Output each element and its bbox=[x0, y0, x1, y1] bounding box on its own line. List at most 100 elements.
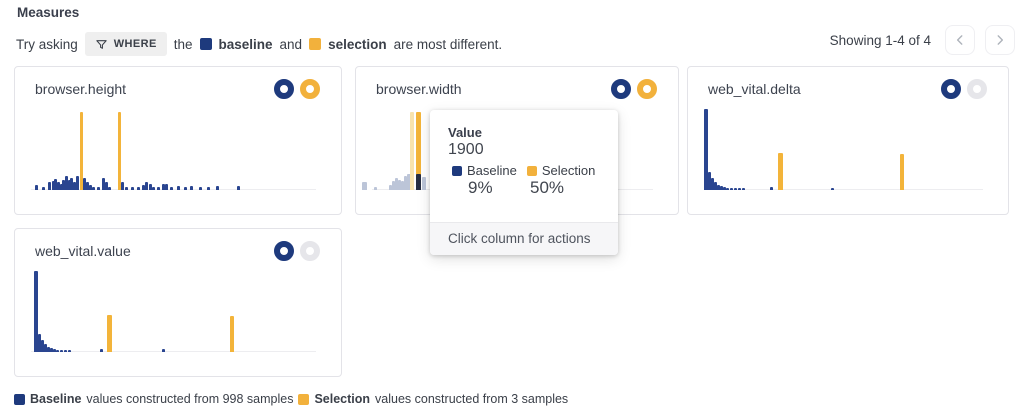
histogram-bar[interactable] bbox=[392, 181, 395, 190]
baseline-toggle[interactable] bbox=[274, 241, 294, 261]
histogram-bar[interactable] bbox=[107, 315, 112, 352]
histogram-bar[interactable] bbox=[102, 178, 105, 190]
histogram-bar[interactable] bbox=[207, 187, 210, 190]
where-filter-chip[interactable]: WHERE bbox=[84, 32, 167, 56]
histogram-bar[interactable] bbox=[42, 187, 45, 190]
histogram-bar[interactable] bbox=[770, 187, 773, 190]
histogram-bar[interactable] bbox=[68, 180, 71, 190]
histogram-bar[interactable] bbox=[65, 176, 68, 190]
histogram-bar[interactable] bbox=[108, 187, 111, 190]
histogram-bar[interactable] bbox=[38, 334, 41, 352]
histogram-bar[interactable] bbox=[80, 112, 83, 190]
histogram-bar[interactable] bbox=[362, 182, 367, 190]
histogram-bar[interactable] bbox=[708, 172, 711, 190]
histogram-chart[interactable] bbox=[15, 270, 340, 352]
histogram-bar[interactable] bbox=[86, 182, 89, 190]
histogram-bar[interactable] bbox=[41, 340, 44, 352]
histogram-bar[interactable] bbox=[422, 177, 426, 190]
histogram-bar[interactable] bbox=[125, 187, 128, 190]
histogram-bar[interactable] bbox=[89, 185, 92, 190]
histogram-bar[interactable] bbox=[52, 181, 55, 190]
histogram-bar[interactable] bbox=[216, 186, 219, 190]
measure-card-browser-height[interactable]: browser.height bbox=[14, 66, 342, 215]
histogram-bar[interactable] bbox=[157, 187, 160, 190]
histogram-bar[interactable] bbox=[118, 112, 121, 190]
histogram-bar[interactable] bbox=[170, 187, 173, 190]
histogram-bar[interactable] bbox=[60, 184, 63, 190]
histogram-bar[interactable] bbox=[47, 347, 50, 352]
measure-card-web-vital-value[interactable]: web_vital.value bbox=[14, 228, 342, 377]
histogram-bar[interactable] bbox=[831, 188, 834, 190]
histogram-bar[interactable] bbox=[137, 187, 140, 190]
histogram-bar[interactable] bbox=[105, 182, 108, 190]
histogram-bar[interactable] bbox=[68, 350, 71, 352]
histogram-bar[interactable] bbox=[199, 187, 202, 190]
histogram-bar[interactable] bbox=[152, 187, 155, 190]
baseline-toggle[interactable] bbox=[941, 79, 961, 99]
next-page-button[interactable] bbox=[985, 25, 1015, 55]
histogram-bar[interactable] bbox=[184, 187, 187, 190]
histogram-bar[interactable] bbox=[121, 182, 124, 190]
histogram-bar[interactable] bbox=[44, 344, 47, 352]
histogram-bar[interactable] bbox=[48, 182, 51, 190]
histogram-bar[interactable] bbox=[398, 180, 401, 190]
histogram-bar[interactable] bbox=[230, 316, 234, 352]
histogram-bar[interactable] bbox=[410, 112, 414, 190]
histogram-bar[interactable] bbox=[83, 178, 86, 190]
histogram-bar[interactable] bbox=[778, 153, 783, 190]
histogram-bar[interactable] bbox=[401, 181, 404, 190]
histogram-bar[interactable] bbox=[60, 350, 63, 352]
histogram-bar[interactable] bbox=[407, 174, 411, 190]
histogram-bar[interactable] bbox=[374, 187, 377, 190]
histogram-bar[interactable] bbox=[145, 182, 148, 190]
histogram-bar[interactable] bbox=[162, 349, 165, 352]
histogram-bar[interactable] bbox=[35, 185, 38, 190]
measure-card-web-vital-delta[interactable]: web_vital.delta bbox=[687, 66, 1009, 215]
histogram-bar[interactable] bbox=[237, 186, 240, 190]
histogram-bar[interactable] bbox=[57, 182, 60, 190]
histogram-bar[interactable] bbox=[190, 186, 193, 190]
histogram-bar[interactable] bbox=[64, 350, 67, 352]
selection-toggle[interactable] bbox=[300, 241, 320, 261]
selection-toggle[interactable] bbox=[300, 79, 320, 99]
selection-toggle[interactable] bbox=[637, 79, 657, 99]
histogram-bar[interactable] bbox=[711, 178, 714, 190]
histogram-bar[interactable] bbox=[404, 176, 407, 190]
histogram-bar[interactable] bbox=[742, 188, 745, 190]
histogram-bar[interactable] bbox=[165, 184, 168, 190]
histogram-bar[interactable] bbox=[714, 182, 717, 190]
selection-toggle[interactable] bbox=[967, 79, 987, 99]
histogram-chart[interactable] bbox=[15, 108, 340, 190]
histogram-bar[interactable] bbox=[900, 154, 904, 190]
histogram-bar[interactable] bbox=[177, 186, 180, 190]
histogram-bar[interactable] bbox=[730, 188, 733, 190]
histogram-bar[interactable] bbox=[92, 187, 95, 190]
histogram-bar[interactable] bbox=[704, 109, 708, 190]
histogram-bar[interactable] bbox=[97, 187, 100, 190]
histogram-bar[interactable] bbox=[56, 350, 59, 352]
histogram-bar[interactable] bbox=[73, 182, 76, 190]
histogram-bar[interactable] bbox=[717, 185, 720, 190]
histogram-bar[interactable] bbox=[142, 185, 145, 190]
histogram-bar[interactable] bbox=[395, 178, 398, 190]
histogram-bar[interactable] bbox=[54, 179, 57, 190]
histogram-bar[interactable] bbox=[53, 349, 56, 352]
histogram-bar[interactable] bbox=[131, 187, 134, 190]
histogram-bar[interactable] bbox=[734, 188, 737, 190]
histogram-bar[interactable] bbox=[726, 188, 729, 190]
histogram-bar[interactable] bbox=[416, 112, 421, 190]
prev-page-button[interactable] bbox=[945, 25, 975, 55]
histogram-bar[interactable] bbox=[389, 185, 392, 190]
histogram-bar[interactable] bbox=[720, 186, 723, 190]
histogram-chart[interactable] bbox=[688, 108, 1007, 190]
baseline-toggle[interactable] bbox=[274, 79, 294, 99]
histogram-bar[interactable] bbox=[62, 180, 65, 190]
histogram-bar[interactable] bbox=[738, 188, 741, 190]
histogram-bar[interactable] bbox=[416, 174, 421, 190]
histogram-bar[interactable] bbox=[100, 349, 103, 352]
baseline-toggle[interactable] bbox=[611, 79, 631, 99]
histogram-bar[interactable] bbox=[162, 184, 165, 190]
histogram-bar[interactable] bbox=[70, 178, 73, 190]
histogram-bar[interactable] bbox=[149, 184, 152, 190]
histogram-bar[interactable] bbox=[723, 187, 726, 190]
